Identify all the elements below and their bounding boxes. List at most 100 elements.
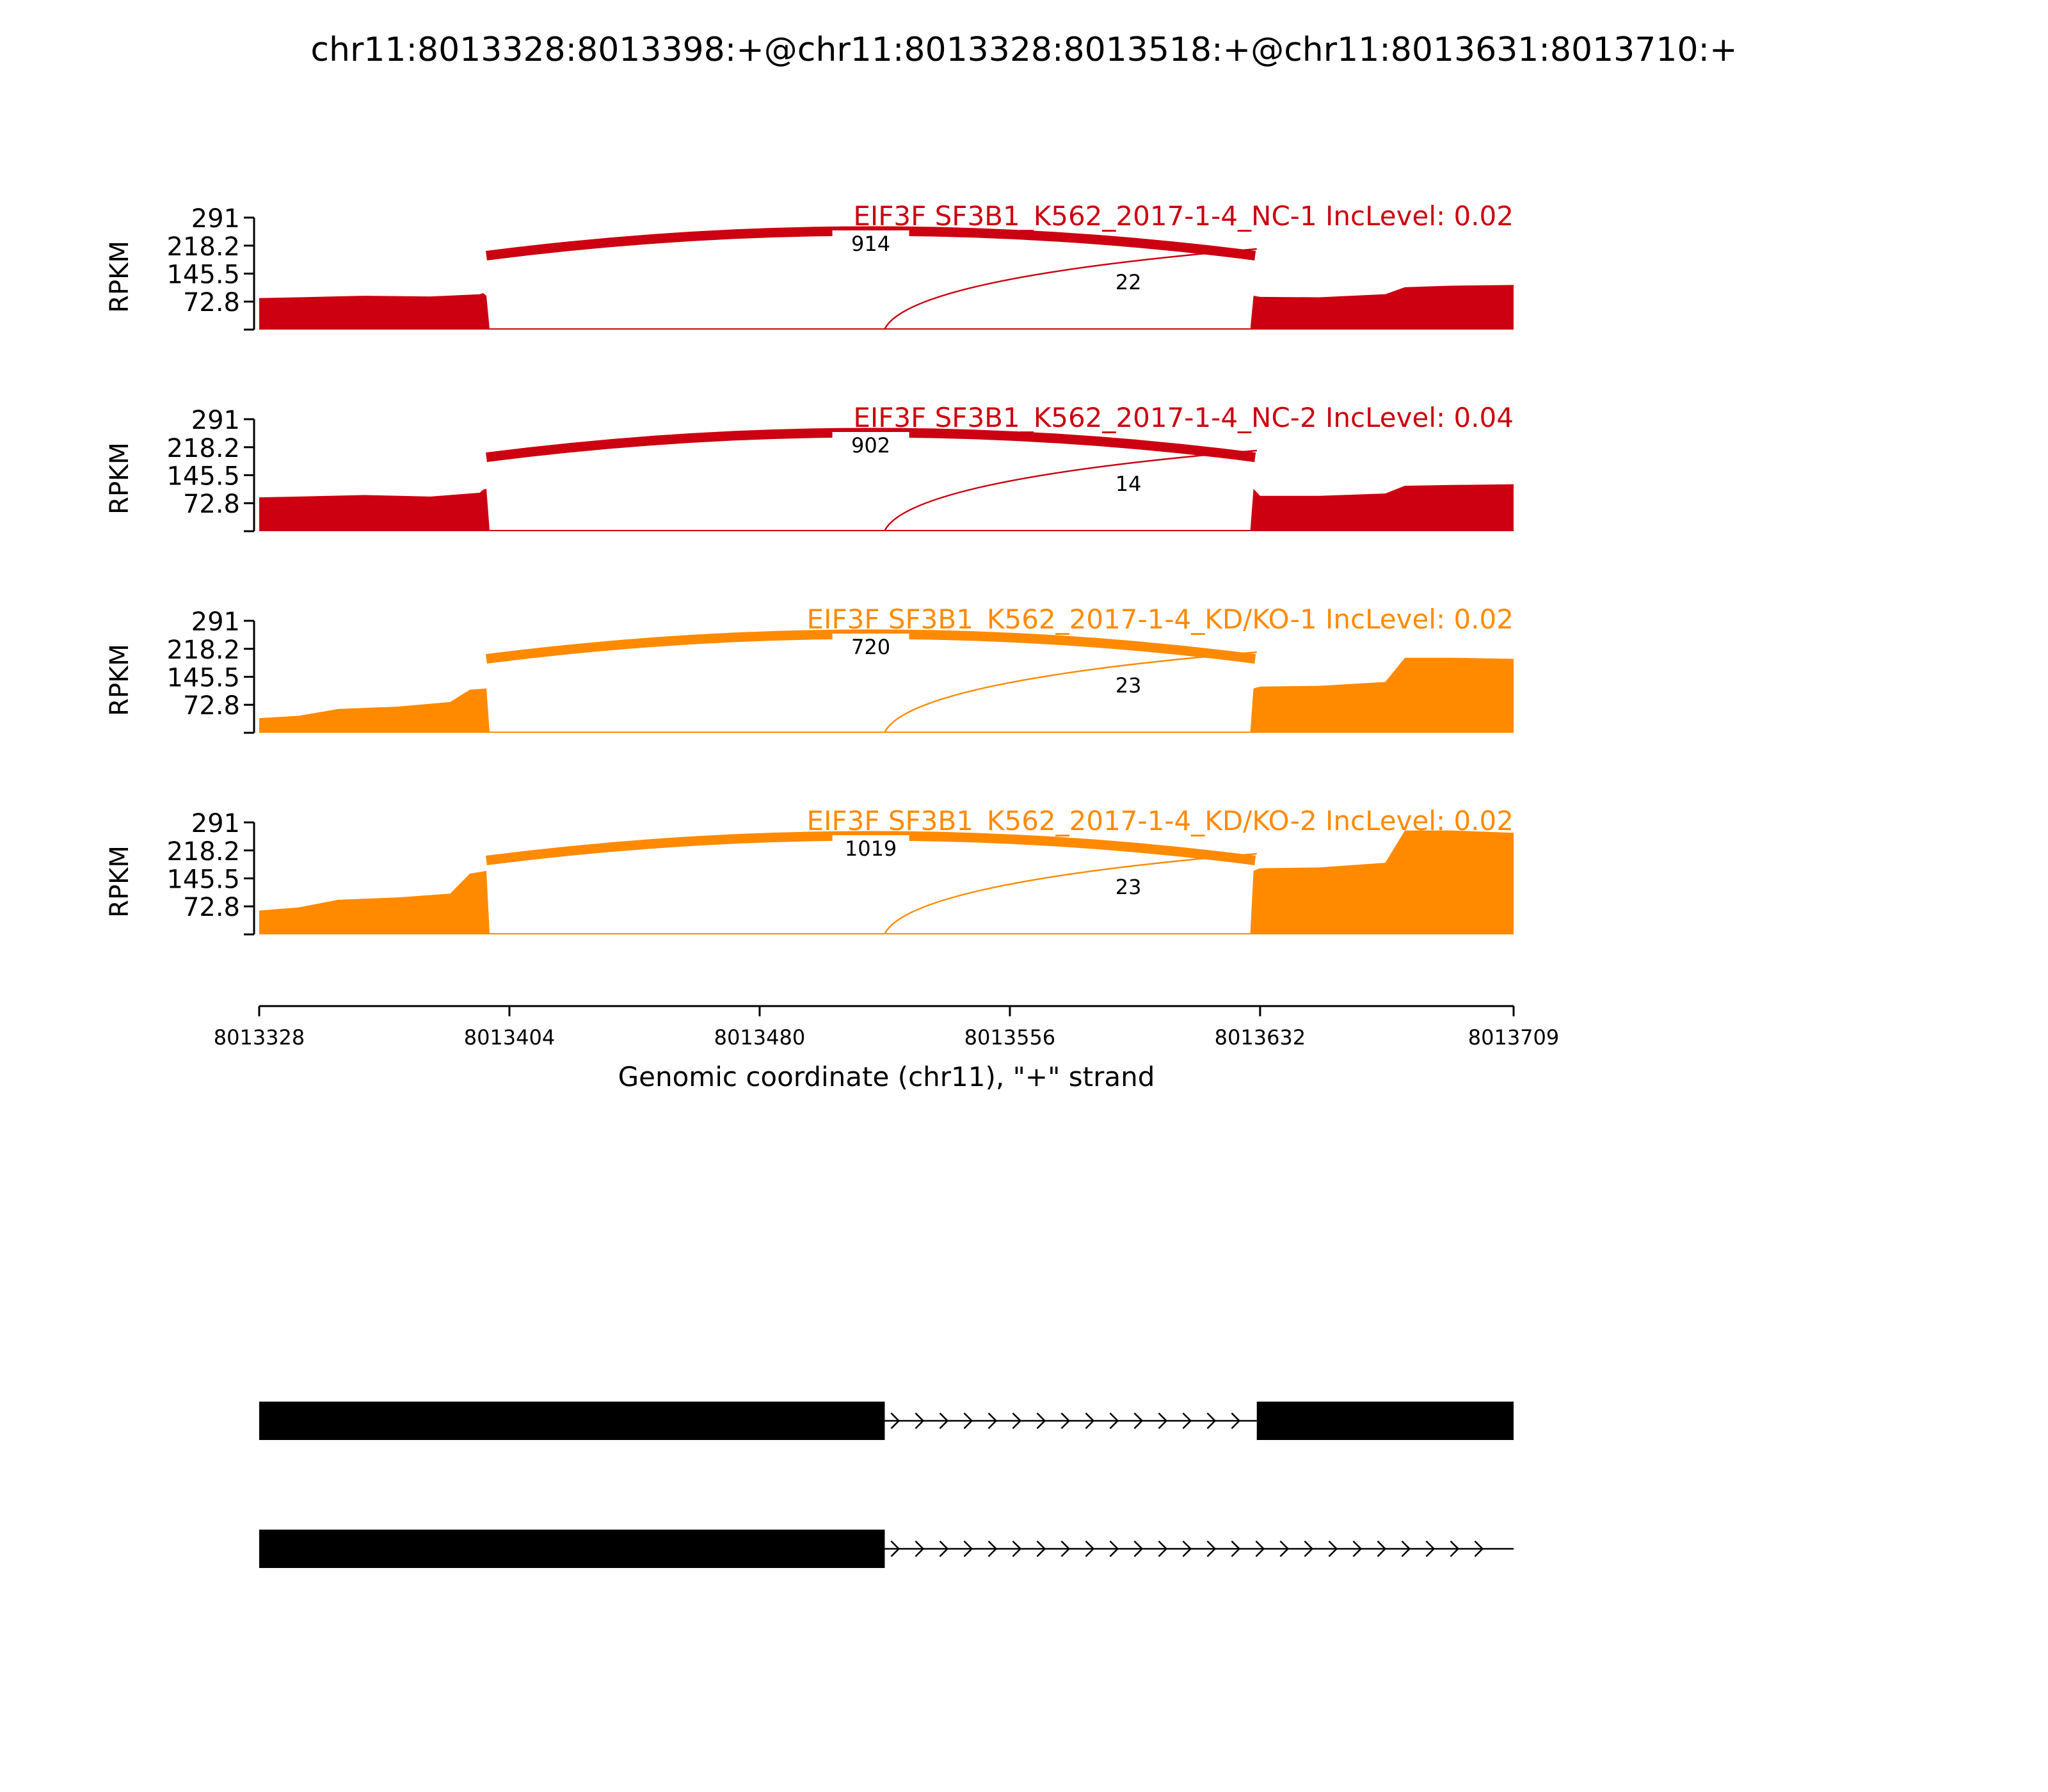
- y-tick-label: 218.2: [166, 636, 240, 665]
- x-tick-label: 8013632: [1215, 1025, 1306, 1050]
- strand-arrow-icon: [1231, 1412, 1241, 1429]
- strand-arrow-icon: [988, 1412, 998, 1429]
- strand-arrow-icon: [915, 1540, 925, 1557]
- strand-arrow-icon: [1206, 1412, 1217, 1429]
- y-axis-label: RPKM: [105, 845, 134, 918]
- junction-count-label: 23: [1116, 875, 1142, 899]
- strand-arrow-icon: [1328, 1540, 1338, 1557]
- track-title: EIF3F SF3B1_K562_2017-1-4_NC-2 IncLevel:…: [853, 402, 1514, 433]
- strand-arrow-icon: [939, 1412, 949, 1429]
- track-title: EIF3F SF3B1_K562_2017-1-4_KD/KO-2 IncLev…: [807, 805, 1514, 836]
- isoform-structures: [259, 1402, 1514, 1568]
- strand-arrow-icon: [1279, 1540, 1290, 1557]
- y-tick-label: 218.2: [166, 434, 240, 463]
- strand-arrow-icon: [1109, 1540, 1119, 1557]
- junction-label-box: [832, 432, 909, 459]
- y-axis-label: RPKM: [105, 442, 134, 515]
- junction-label-box: [832, 835, 909, 862]
- y-tick-label: 291: [191, 204, 240, 234]
- strand-arrow-icon: [963, 1412, 973, 1429]
- strand-arrow-icon: [1401, 1540, 1411, 1557]
- figure-title: chr11:8013328:8013398:+@chr11:8013328:80…: [310, 31, 1737, 69]
- y-tick-label: 72.8: [183, 893, 240, 922]
- junction-arc: [884, 248, 1257, 330]
- x-tick-label: 8013404: [464, 1025, 556, 1050]
- strand-arrow-icon: [1425, 1540, 1436, 1557]
- strand-arrow-icon: [1182, 1540, 1192, 1557]
- junction-label-box: [1100, 270, 1158, 296]
- x-axis-label: Genomic coordinate (chr11), "+" strand: [618, 1061, 1155, 1092]
- coverage-area: [259, 484, 1514, 531]
- y-tick-label: 145.5: [166, 462, 240, 492]
- strand-arrow-icon: [1231, 1540, 1241, 1557]
- x-tick-label: 8013328: [214, 1025, 305, 1050]
- strand-arrow-icon: [963, 1540, 973, 1557]
- y-tick-label: 72.8: [183, 691, 240, 721]
- isoform-model: [259, 1402, 1514, 1440]
- isoform-model: [259, 1530, 1514, 1568]
- junction-label-box: [832, 230, 909, 257]
- junction-count-label: 1019: [845, 836, 897, 861]
- junction-count-label: 23: [1116, 673, 1142, 698]
- y-tick-label: 218.2: [166, 837, 240, 867]
- strand-arrow-icon: [1304, 1540, 1314, 1557]
- exon-block: [259, 1402, 885, 1440]
- junction-label-box: [832, 634, 909, 660]
- strand-arrow-icon: [1133, 1412, 1144, 1429]
- y-axis-label: RPKM: [105, 644, 134, 716]
- y-axis-label: RPKM: [105, 241, 134, 313]
- junction-label-box: [1100, 673, 1158, 699]
- strand-arrow-icon: [890, 1412, 900, 1429]
- strand-arrow-icon: [1012, 1412, 1022, 1429]
- coverage-area: [259, 830, 1514, 934]
- strand-arrow-icon: [939, 1540, 949, 1557]
- y-tick-label: 72.8: [183, 490, 240, 519]
- strand-arrow-icon: [1182, 1412, 1192, 1429]
- strand-arrow-icon: [1377, 1540, 1387, 1557]
- coverage-area: [259, 285, 1514, 330]
- y-tick-label: 72.8: [183, 288, 240, 317]
- y-tick-label: 145.5: [166, 664, 240, 693]
- junction-count-label: 720: [851, 635, 890, 659]
- junction-label-box: [1100, 472, 1158, 497]
- strand-arrow-icon: [1133, 1540, 1144, 1557]
- y-tick-label: 145.5: [166, 865, 240, 895]
- y-tick-label: 145.5: [166, 260, 240, 290]
- strand-arrow-icon: [1255, 1540, 1265, 1557]
- track-title: EIF3F SF3B1_K562_2017-1-4_NC-1 IncLevel:…: [853, 200, 1514, 232]
- x-tick-label: 8013480: [714, 1025, 806, 1050]
- junction-count-label: 14: [1116, 472, 1142, 496]
- strand-arrow-icon: [1085, 1412, 1095, 1429]
- coverage-area: [259, 657, 1514, 733]
- strand-arrow-icon: [1036, 1540, 1046, 1557]
- x-tick-label: 8013556: [964, 1025, 1056, 1050]
- junction-count-label: 914: [851, 232, 890, 256]
- strand-arrow-icon: [1206, 1540, 1217, 1557]
- strand-arrow-icon: [915, 1412, 925, 1429]
- strand-arrow-icon: [1450, 1540, 1460, 1557]
- y-tick-label: 291: [191, 607, 240, 637]
- strand-arrow-icon: [1109, 1412, 1119, 1429]
- strand-arrow-icon: [1060, 1540, 1071, 1557]
- strand-arrow-icon: [890, 1540, 900, 1557]
- y-tick-label: 291: [191, 406, 240, 435]
- x-tick-label: 8013709: [1468, 1025, 1560, 1050]
- y-tick-label: 291: [191, 809, 240, 838]
- junction-arc: [884, 651, 1257, 733]
- junction-count-label: 902: [851, 433, 890, 458]
- strand-arrow-icon: [1474, 1540, 1484, 1557]
- strand-arrow-icon: [1036, 1412, 1046, 1429]
- strand-arrow-icon: [1060, 1412, 1071, 1429]
- strand-arrow-icon: [1352, 1540, 1363, 1557]
- exon-block: [1256, 1402, 1514, 1440]
- strand-arrow-icon: [988, 1540, 998, 1557]
- genomic-x-axis: 8013328 8013404 8013480 8013556 8013632 80137…: [214, 1005, 1560, 1092]
- junction-label-box: [1100, 875, 1158, 900]
- exon-block: [259, 1530, 885, 1568]
